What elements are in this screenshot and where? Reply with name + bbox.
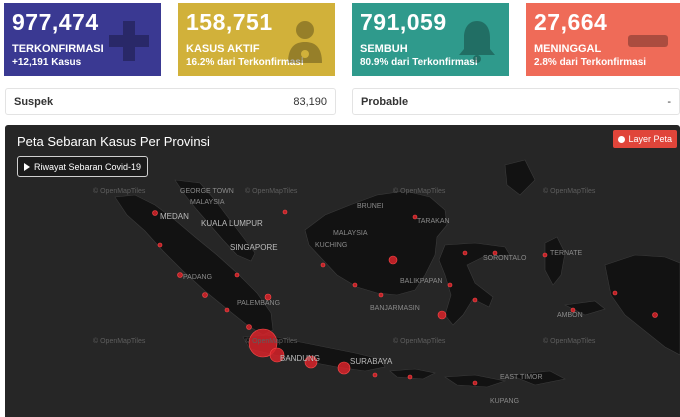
label-sorontalo: SORONTALO	[483, 255, 527, 262]
province-map[interactable]: GEORGE TOWN MALAYSIA MEDAN KUALA LUMPUR …	[5, 125, 680, 417]
active-sub: 16.2% dari Terkonfirmasi	[186, 57, 304, 68]
recovered-card[interactable]: 791,059 SEMBUH 80.9% dari Terkonfirmasi	[352, 3, 509, 76]
label-tarakan: TARAKAN	[417, 218, 450, 225]
marker-gorontalo	[462, 250, 468, 256]
label-banjarmasin: BANJARMASIN	[370, 305, 420, 312]
recovered-label: SEMBUH	[360, 43, 408, 55]
marker-sulut	[492, 250, 498, 256]
marker-riau	[234, 272, 240, 278]
marker-sultra	[472, 297, 478, 303]
label-kupang: KUPANG	[490, 398, 519, 405]
svg-text:© OpenMapTiles: © OpenMapTiles	[93, 337, 146, 345]
layer-button-label: Layer Peta	[628, 134, 672, 144]
label-malaysia: MALAYSIA	[190, 199, 225, 206]
label-kuching: KUCHING	[315, 242, 347, 249]
label-bandung: BANDUNG	[280, 354, 320, 363]
marker-papua-barat	[612, 290, 618, 296]
marker-kepri	[282, 209, 288, 215]
suspect-value: 83,190	[293, 95, 327, 108]
recovered-count: 791,059	[360, 9, 447, 35]
label-malaysia-borneo: MALAYSIA	[333, 230, 368, 237]
svg-text:© OpenMapTiles: © OpenMapTiles	[93, 187, 146, 195]
svg-text:© OpenMapTiles: © OpenMapTiles	[393, 337, 446, 345]
layer-button[interactable]: Layer Peta	[613, 130, 677, 148]
suspect-box: Suspek 83,190	[5, 88, 336, 115]
marker-ntb	[407, 374, 413, 380]
marker-sulawesi-selatan	[437, 310, 447, 320]
marker-jawa-barat	[269, 347, 285, 363]
marker-ntt	[472, 380, 478, 386]
patient-icon	[288, 21, 322, 63]
svg-text:© OpenMapTiles: © OpenMapTiles	[543, 187, 596, 195]
label-kuala-lumpur: KUALA LUMPUR	[201, 219, 263, 228]
death-card[interactable]: 27,664 MENINGGAL 2.8% dari Terkonfirmasi	[526, 3, 680, 76]
plus-icon	[109, 21, 149, 61]
probable-value: -	[667, 95, 671, 108]
marker-jambi	[202, 292, 208, 298]
probable-box: Probable -	[352, 88, 680, 115]
attribution-labels: © OpenMapTiles © OpenMapTiles © OpenMapT…	[93, 187, 596, 345]
svg-text:© OpenMapTiles: © OpenMapTiles	[245, 187, 298, 195]
label-ternate: TERNATE	[550, 250, 582, 257]
label-george-town: GEORGE TOWN	[180, 188, 234, 195]
marker-aceh	[157, 242, 163, 248]
label-singapore: SINGAPORE	[230, 243, 278, 252]
marker-sumbar	[177, 272, 183, 278]
label-padang: PADANG	[183, 274, 212, 281]
marker-banten	[246, 324, 252, 330]
label-brunei: BRUNEI	[357, 203, 384, 210]
marker-jawa-tengah	[304, 355, 318, 369]
label-surabaya: SURABAYA	[350, 357, 393, 366]
label-palembang: PALEMBANG	[237, 300, 280, 307]
marker-kalbar	[320, 262, 326, 268]
minus-icon	[628, 35, 668, 47]
marker-kaltara	[412, 214, 418, 220]
active-label: KASUS AKTIF	[186, 43, 260, 55]
play-icon	[24, 162, 30, 171]
active-card[interactable]: 158,751 KASUS AKTIF 16.2% dari Terkonfir…	[178, 3, 335, 76]
marker-kalimantan-timur	[388, 255, 398, 265]
marker-sulbar	[447, 282, 453, 288]
confirmed-label: TERKONFIRMASI	[12, 43, 104, 55]
marker-sumut	[152, 210, 158, 216]
case-markers	[152, 209, 658, 386]
history-button-label: Riwayat Sebaran Covid-19	[34, 161, 142, 172]
land-layer	[114, 159, 680, 388]
city-labels: GEORGE TOWN MALAYSIA MEDAN KUALA LUMPUR …	[160, 188, 583, 405]
suspect-label: Suspek	[14, 95, 54, 108]
layer-icon	[618, 135, 626, 143]
map-title: Peta Sebaran Kasus Per Provinsi	[17, 134, 210, 149]
marker-kalteng	[352, 282, 358, 288]
death-sub: 2.8% dari Terkonfirmasi	[534, 57, 647, 68]
active-count: 158,751	[186, 9, 273, 35]
marker-malut	[542, 252, 548, 258]
history-button[interactable]: Riwayat Sebaran Covid-19	[17, 156, 149, 177]
death-label: MENINGGAL	[534, 43, 602, 55]
label-medan: MEDAN	[160, 212, 189, 221]
marker-bali	[372, 372, 378, 378]
confirmed-count: 977,474	[12, 9, 99, 35]
map-canvas[interactable]: GEORGE TOWN MALAYSIA MEDAN KUALA LUMPUR …	[5, 125, 680, 417]
marker-dki-jakarta	[248, 328, 278, 358]
label-balikpapan: BALIKPAPAN	[400, 278, 443, 285]
marker-lampung	[264, 293, 272, 301]
death-count: 27,664	[534, 9, 608, 35]
label-east-timor: EAST TIMOR	[500, 374, 543, 381]
svg-text:© OpenMapTiles: © OpenMapTiles	[245, 337, 298, 345]
bell-icon	[459, 21, 495, 63]
marker-bengkulu	[224, 307, 230, 313]
recovered-sub: 80.9% dari Terkonfirmasi	[360, 57, 478, 68]
marker-papua	[652, 312, 658, 318]
svg-text:© OpenMapTiles: © OpenMapTiles	[543, 337, 596, 345]
stats-row: 977,474 TERKONFIRMASI +12,191 Kasus 158,…	[0, 0, 680, 80]
marker-maluku	[570, 307, 576, 313]
confirmed-sub: +12,191 Kasus	[12, 57, 82, 68]
marker-kalsel	[378, 292, 384, 298]
label-ambon: AMBON	[557, 312, 583, 319]
probable-label: Probable	[361, 95, 409, 108]
marker-jawa-timur	[337, 361, 351, 375]
confirmed-card[interactable]: 977,474 TERKONFIRMASI +12,191 Kasus	[4, 3, 161, 76]
svg-text:© OpenMapTiles: © OpenMapTiles	[393, 187, 446, 195]
